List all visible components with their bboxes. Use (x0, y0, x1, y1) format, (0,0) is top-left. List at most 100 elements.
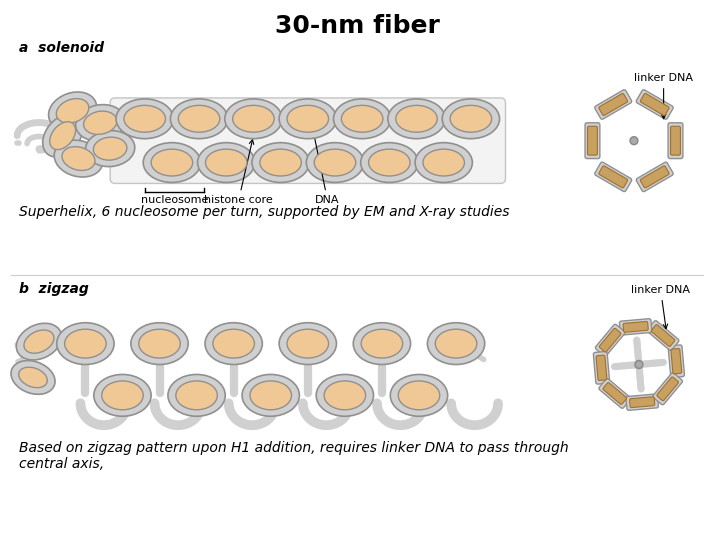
FancyBboxPatch shape (595, 90, 631, 119)
Ellipse shape (396, 105, 437, 132)
Ellipse shape (428, 323, 485, 364)
FancyBboxPatch shape (595, 162, 631, 192)
Ellipse shape (24, 330, 54, 353)
FancyBboxPatch shape (653, 373, 683, 405)
Ellipse shape (124, 105, 166, 132)
Circle shape (635, 361, 643, 368)
Ellipse shape (361, 329, 402, 358)
Ellipse shape (369, 149, 410, 176)
Ellipse shape (131, 323, 188, 364)
Ellipse shape (54, 140, 103, 177)
Ellipse shape (423, 149, 464, 176)
Ellipse shape (86, 131, 135, 167)
Text: linker DNA: linker DNA (634, 73, 693, 119)
Ellipse shape (151, 149, 193, 176)
FancyBboxPatch shape (652, 325, 675, 347)
Text: b  zigzag: b zigzag (19, 282, 89, 296)
Ellipse shape (171, 99, 228, 139)
Ellipse shape (361, 143, 418, 183)
Ellipse shape (287, 329, 328, 358)
Ellipse shape (19, 367, 48, 388)
FancyBboxPatch shape (626, 394, 658, 410)
Ellipse shape (143, 143, 201, 183)
FancyBboxPatch shape (585, 123, 600, 159)
FancyBboxPatch shape (593, 352, 610, 384)
Ellipse shape (324, 381, 366, 410)
Text: histone core: histone core (204, 140, 273, 205)
Ellipse shape (11, 361, 55, 394)
Ellipse shape (42, 114, 83, 157)
Text: Based on zigzag pattern upon H1 addition, requires linker DNA to pass through
ce: Based on zigzag pattern upon H1 addition… (19, 441, 569, 471)
Text: 30-nm fiber: 30-nm fiber (275, 15, 440, 38)
FancyBboxPatch shape (619, 319, 652, 335)
Ellipse shape (48, 92, 96, 130)
Ellipse shape (179, 105, 220, 132)
Ellipse shape (442, 99, 500, 139)
Text: nucleosome: nucleosome (140, 195, 208, 205)
FancyBboxPatch shape (596, 355, 607, 381)
Text: linker DNA: linker DNA (631, 285, 690, 329)
FancyBboxPatch shape (668, 345, 685, 377)
FancyBboxPatch shape (599, 166, 628, 188)
FancyBboxPatch shape (599, 93, 628, 116)
Text: a  solenoid: a solenoid (19, 41, 104, 55)
Ellipse shape (76, 105, 125, 141)
FancyBboxPatch shape (629, 397, 654, 408)
Ellipse shape (388, 99, 445, 139)
Ellipse shape (316, 374, 374, 416)
FancyBboxPatch shape (671, 348, 682, 374)
FancyBboxPatch shape (640, 93, 669, 116)
FancyBboxPatch shape (603, 382, 626, 404)
Ellipse shape (213, 329, 254, 358)
Ellipse shape (102, 381, 143, 410)
Ellipse shape (398, 381, 440, 410)
Ellipse shape (314, 149, 356, 176)
FancyBboxPatch shape (640, 166, 669, 188)
Ellipse shape (84, 111, 117, 134)
Ellipse shape (94, 137, 127, 160)
FancyBboxPatch shape (623, 321, 648, 332)
Ellipse shape (197, 143, 255, 183)
Ellipse shape (139, 329, 180, 358)
Ellipse shape (116, 99, 174, 139)
Ellipse shape (176, 381, 217, 410)
Ellipse shape (205, 323, 262, 364)
FancyBboxPatch shape (595, 324, 625, 356)
FancyBboxPatch shape (668, 123, 683, 159)
Ellipse shape (50, 122, 76, 150)
Ellipse shape (94, 374, 151, 416)
Ellipse shape (225, 99, 282, 139)
Ellipse shape (279, 99, 336, 139)
FancyBboxPatch shape (599, 379, 631, 408)
FancyBboxPatch shape (670, 126, 680, 155)
FancyBboxPatch shape (599, 328, 621, 352)
FancyBboxPatch shape (647, 321, 679, 350)
Ellipse shape (333, 99, 391, 139)
Ellipse shape (57, 323, 114, 364)
Ellipse shape (287, 105, 328, 132)
Ellipse shape (65, 329, 106, 358)
Ellipse shape (205, 149, 247, 176)
Ellipse shape (242, 374, 300, 416)
Ellipse shape (354, 323, 410, 364)
Ellipse shape (233, 105, 274, 132)
Ellipse shape (436, 329, 477, 358)
Ellipse shape (168, 374, 225, 416)
Ellipse shape (260, 149, 302, 176)
Ellipse shape (250, 381, 292, 410)
FancyBboxPatch shape (636, 90, 673, 119)
Ellipse shape (56, 99, 89, 123)
Text: DNA: DNA (312, 133, 340, 205)
Circle shape (630, 137, 638, 145)
Ellipse shape (415, 143, 472, 183)
Ellipse shape (279, 323, 336, 364)
Ellipse shape (390, 374, 448, 416)
FancyBboxPatch shape (110, 98, 505, 184)
Ellipse shape (450, 105, 492, 132)
Ellipse shape (17, 323, 62, 360)
Ellipse shape (306, 143, 364, 183)
Ellipse shape (62, 147, 95, 171)
FancyBboxPatch shape (657, 377, 678, 401)
Ellipse shape (341, 105, 383, 132)
FancyBboxPatch shape (636, 162, 673, 192)
